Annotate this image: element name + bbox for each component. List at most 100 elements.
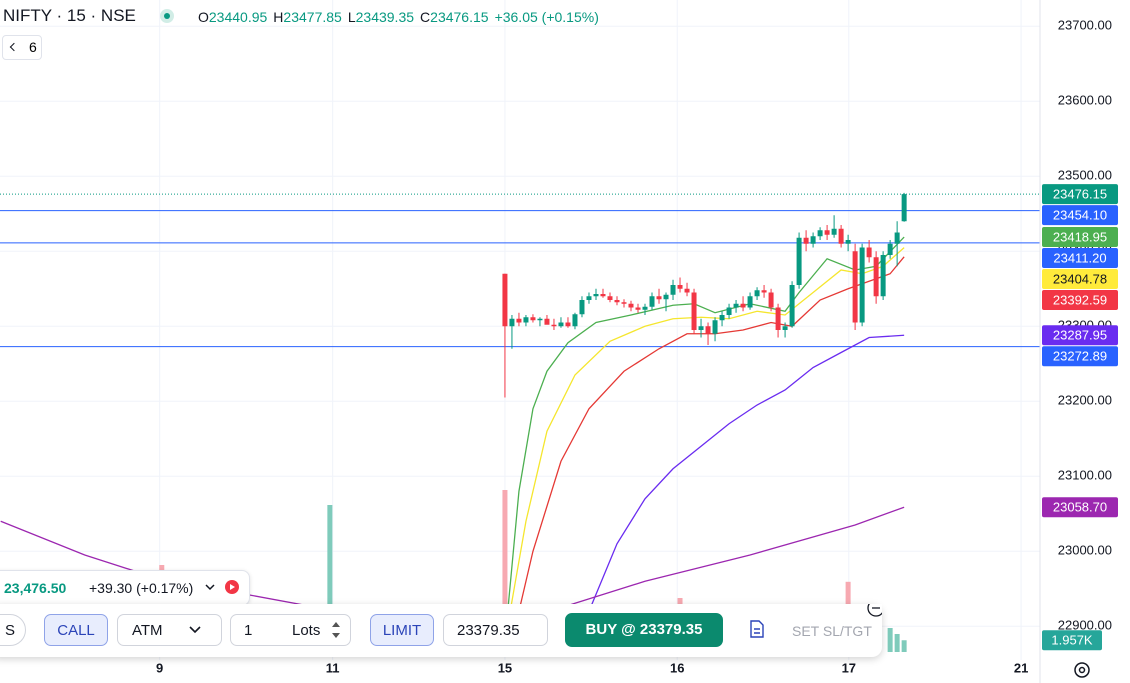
x-tick-label: 17 [842, 660, 856, 675]
ticker-price: 23,476.50 [4, 580, 67, 596]
candle-body [719, 315, 725, 321]
ticker-change: +39.30 (+0.17%) [89, 580, 194, 596]
strike-select[interactable]: ATM [117, 614, 222, 646]
price-tag [1042, 184, 1118, 205]
candle-body [803, 237, 809, 244]
candle-body [901, 194, 907, 222]
change: +36.05 (+0.15%) [494, 9, 599, 25]
price-tag [1042, 290, 1118, 311]
candle-body [544, 318, 550, 325]
document-icon[interactable] [750, 620, 764, 638]
price-tag [1042, 205, 1118, 226]
ma-line [504, 247, 905, 642]
candle-body [677, 285, 683, 289]
ticker-icons [205, 580, 239, 594]
x-tick-label: 9 [156, 660, 163, 675]
candle-body [747, 296, 753, 308]
price-tag-label: 23392.59 [1053, 292, 1107, 307]
candle-body [565, 322, 571, 327]
candle-body [831, 228, 837, 235]
candle-body [663, 294, 669, 300]
price-tag-label: 23418.95 [1053, 229, 1107, 244]
price-tag [1042, 346, 1118, 367]
buy-button[interactable]: BUY @ 23379.35 [565, 613, 723, 647]
candle-body [894, 232, 900, 244]
candle-body [775, 307, 781, 330]
candle-body [810, 236, 816, 244]
volume-bar [327, 505, 333, 652]
option-button[interactable]: CALL [44, 614, 108, 646]
candle-body [768, 292, 774, 308]
volume-tag-label: 1.957K [1051, 633, 1093, 648]
candle-body [817, 230, 823, 237]
candle-body [502, 273, 508, 327]
candle-body [824, 230, 830, 235]
y-tick-label: 22900.00 [1058, 618, 1112, 633]
candle-body [523, 317, 529, 323]
candle-body [649, 296, 655, 307]
volume-bar [901, 640, 907, 652]
candle-body [684, 288, 690, 293]
y-tick-label: 23700.00 [1058, 18, 1112, 33]
chevron[interactable] [205, 584, 215, 591]
ohlc-label: L [347, 9, 356, 25]
ohlc-legend: O23440.95 H23477.85 L23439.35 C23476.15 +36.… [198, 9, 599, 25]
order-type-button[interactable]: LIMIT [370, 614, 434, 646]
price-input[interactable]: 23379.35 [443, 614, 548, 646]
side-toggle[interactable]: S [0, 614, 26, 646]
candle-body [586, 296, 592, 300]
quantity: 1 [244, 622, 253, 639]
candle-body [593, 294, 599, 297]
ohlc-label: H [273, 9, 284, 25]
x-tick-label: 16 [670, 660, 684, 675]
candle-body [628, 303, 634, 308]
candle-body [733, 303, 739, 308]
candle-body [530, 317, 536, 321]
candle-body [740, 303, 746, 308]
y-tick-label: 23600.00 [1058, 93, 1112, 108]
price-tag-label: 23058.70 [1053, 500, 1107, 515]
candle-body [691, 292, 697, 330]
quantity-input[interactable]: 1 Lots [230, 614, 351, 646]
grid [0, 0, 1040, 660]
candle-body [852, 251, 858, 323]
price-tag-label: 23272.89 [1053, 349, 1107, 364]
unit: Lots [292, 622, 321, 639]
x-tick-label: 15 [498, 660, 512, 675]
status-dot [160, 9, 174, 23]
indicator-toggle[interactable]: 6 [2, 35, 42, 60]
candle-body [726, 307, 732, 315]
y-tick-label: 23000.00 [1058, 543, 1112, 558]
candle-body [600, 294, 606, 297]
volume-bar [887, 628, 893, 652]
candle-body [614, 300, 620, 303]
candle-body [698, 326, 704, 330]
candle-body [551, 324, 557, 327]
volume-bar [502, 490, 508, 652]
candle-body [880, 255, 886, 297]
candle-body [509, 318, 515, 327]
sl-tgt-button[interactable]: SET SL/TGT [792, 623, 872, 639]
candle-body [621, 302, 627, 304]
candle-body [656, 296, 662, 300]
candle-body [705, 326, 711, 334]
price-tag-label: 23476.15 [1053, 187, 1107, 202]
candle-body [537, 318, 543, 321]
candle-body [782, 326, 788, 330]
symbol[interactable]: NIFTY · 15 · NSE [3, 6, 136, 25]
candle-body [761, 290, 767, 293]
ohlc-value: 23477.85 [283, 9, 342, 25]
x-tick-label: 11 [326, 660, 340, 675]
candle-body [796, 237, 802, 285]
ohlc-value: 23439.35 [355, 9, 415, 25]
price-tag-label: 23454.10 [1053, 208, 1107, 223]
candle-body [789, 285, 795, 327]
settings-icon[interactable] [1074, 662, 1090, 678]
price-tag [1042, 497, 1118, 518]
volume-tag [1042, 630, 1102, 651]
y-tick-label: 23200.00 [1058, 393, 1112, 408]
ohlc-value: 23476.15 [430, 9, 489, 25]
ma-line [588, 334, 905, 612]
